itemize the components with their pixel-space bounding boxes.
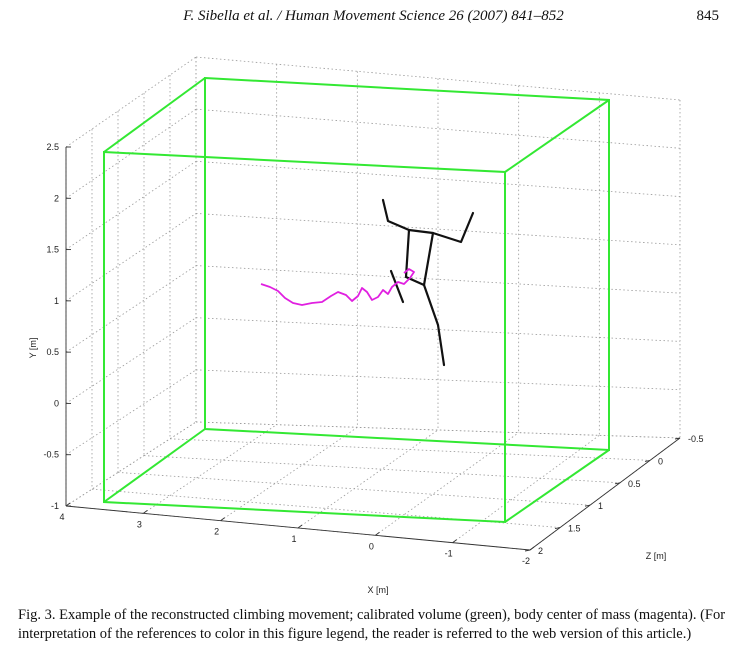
- grid-line: [195, 213, 681, 246]
- x-tick: [220, 517, 225, 522]
- climber-skeleton: [381, 198, 475, 367]
- figure-3: 2.5 2 1.5 1 0.5 0 -0.5 -1 4 3 2 1 0 -1 -2 -0.5 0 0.5 1 1.…: [0, 40, 747, 600]
- grid-line: [195, 56, 681, 101]
- x-tick: [65, 502, 71, 507]
- grid-line: [297, 429, 439, 529]
- grid-line: [195, 369, 681, 391]
- y-axis-tick-labels: 2.5 2 1.5 1 0.5 0 -0.5 -1: [43, 142, 59, 511]
- plot-axes: [65, 146, 681, 552]
- z-axis-tick-labels: -0.5 0 0.5 1 1.5 2: [538, 434, 704, 556]
- plot-grid: [65, 56, 681, 551]
- running-head: F. Sibella et al. / Human Movement Scien…: [183, 8, 564, 24]
- grid-line: [65, 160, 197, 250]
- x-tick-label: 4: [59, 512, 64, 522]
- z-axis-label: Z [m]: [646, 551, 667, 561]
- grid-line: [195, 160, 681, 197]
- y-tick-label: 1: [54, 296, 59, 306]
- skeleton-segment: [422, 231, 435, 287]
- z-tick-label: 1: [598, 501, 603, 511]
- grid-line: [65, 317, 197, 404]
- grid-line: [195, 421, 681, 439]
- grid-line: [375, 432, 519, 536]
- skeleton-segment: [404, 228, 411, 279]
- grid-line: [169, 438, 651, 461]
- grid-line: [117, 472, 591, 506]
- x-tick: [375, 531, 380, 536]
- grid-line: [65, 213, 197, 302]
- z-axis-line: [529, 437, 681, 551]
- z-tick: [674, 437, 681, 440]
- volume-front-face: [103, 150, 506, 524]
- y-tick-label: 2: [54, 193, 59, 203]
- x-tick: [297, 524, 303, 529]
- center-of-mass-path: [260, 268, 415, 306]
- grid-line: [65, 265, 197, 353]
- z-tick-label: -0.5: [688, 434, 704, 444]
- z-tick: [614, 482, 621, 485]
- x-tick-label: 0: [369, 541, 374, 551]
- x-axis-tick-labels: 4 3 2 1 0 -1 -2: [59, 512, 530, 566]
- grid-line: [65, 56, 197, 148]
- page-header: F. Sibella et al. / Human Movement Scien…: [0, 6, 747, 28]
- x-axis-label: X [m]: [367, 585, 388, 595]
- x-tick: [143, 509, 148, 514]
- y-tick-label: 0: [54, 398, 59, 408]
- calibrated-volume-box: [103, 76, 610, 524]
- x-tick-label: 3: [137, 519, 142, 529]
- y-tick-label: 0.5: [46, 347, 59, 357]
- z-tick: [524, 549, 531, 552]
- climbing-3d-plot: 2.5 2 1.5 1 0.5 0 -0.5 -1 4 3 2 1 0 -1 -2 -0.5 0 0.5 1 1.…: [28, 56, 704, 595]
- page-number: 845: [696, 8, 720, 24]
- volume-edge: [504, 99, 610, 173]
- x-tick: [529, 546, 535, 551]
- volume-edge: [504, 449, 610, 523]
- skeleton-segment: [381, 198, 475, 244]
- x-tick: [452, 539, 457, 544]
- y-tick-label: -0.5: [43, 450, 59, 460]
- x-tick-label: 2: [214, 527, 219, 537]
- grid-line: [220, 427, 358, 521]
- x-tick-label: -1: [445, 549, 453, 559]
- z-tick: [554, 527, 561, 530]
- grid-line: [195, 108, 681, 149]
- grid-line: [143, 455, 621, 484]
- z-tick-label: 0.5: [628, 479, 641, 489]
- grid-line: [143, 424, 277, 514]
- grid-line: [65, 369, 197, 456]
- grid-line: [195, 317, 681, 342]
- grid-line: [195, 265, 681, 294]
- y-axis-label: Y [m]: [28, 338, 38, 359]
- figure-caption: Fig. 3. Example of the reconstructed cli…: [18, 607, 726, 642]
- volume-edge: [103, 77, 206, 153]
- z-tick-label: 0: [658, 456, 663, 466]
- z-tick: [644, 459, 651, 462]
- y-tick-label: 1.5: [46, 245, 59, 255]
- z-tick-label: 1.5: [568, 524, 581, 534]
- y-tick-label: 2.5: [46, 142, 59, 152]
- volume-edge: [103, 428, 206, 503]
- x-tick-label: -2: [522, 556, 530, 566]
- x-tick-label: 1: [291, 534, 296, 544]
- y-tick-label: -1: [51, 501, 59, 511]
- z-tick: [584, 504, 591, 507]
- skeleton-segment: [389, 269, 405, 304]
- grid-line: [65, 421, 197, 507]
- z-tick-label: 2: [538, 546, 543, 556]
- com-trajectory: [260, 268, 415, 306]
- skeleton-segment: [422, 283, 446, 367]
